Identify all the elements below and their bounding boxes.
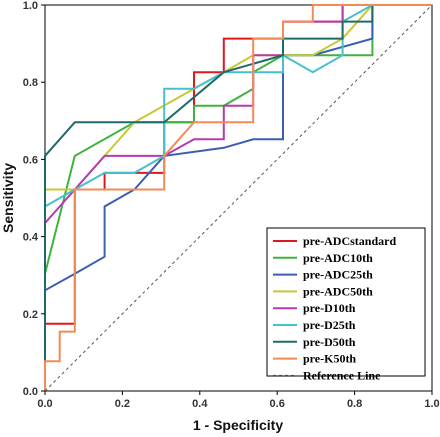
y-tick-label: 1.0 (23, 0, 38, 12)
reference-line (44, 4, 433, 392)
legend-label: pre-ADCstandard (303, 234, 396, 248)
legend-label: pre-D10th (303, 301, 356, 315)
x-tick-label: 0.6 (270, 398, 285, 410)
roc-line-pre-adc10th (44, 4, 432, 391)
roc-line-pre-d50th (44, 4, 432, 391)
reference-group (44, 4, 433, 392)
y-tick-label: 0.4 (23, 232, 39, 244)
x-tick-label: 0.8 (347, 398, 362, 410)
legend-label: pre-K50th (303, 352, 356, 366)
legend-label: pre-ADC50th (303, 284, 373, 298)
x-axis-title: 1 - Specificity (193, 417, 283, 433)
roc-line-pre-adc25th (44, 4, 432, 391)
series-group (44, 4, 432, 391)
x-tick-label: 0.4 (192, 398, 208, 410)
roc-line-pre-k50th (44, 4, 432, 391)
x-tick-label: 0.2 (115, 398, 130, 410)
legend: pre-ADCstandard pre-ADC10th pre-ADC25th pre… (266, 227, 426, 382)
legend-label: pre-D25th (303, 318, 356, 332)
y-axis-ticks: 0.0 0.2 0.4 0.6 0.8 1.0 (23, 0, 45, 398)
legend-label: pre-ADC25th (303, 268, 373, 282)
x-axis-ticks: 0.0 0.2 0.4 0.6 0.8 1.0 (37, 391, 440, 410)
legend-items: pre-ADCstandard pre-ADC10th pre-ADC25th pre… (273, 234, 396, 382)
x-tick-label: 0.0 (37, 398, 52, 410)
y-tick-label: 0.2 (23, 309, 38, 321)
y-tick-label: 0.8 (23, 77, 38, 89)
legend-label: Reference Line (303, 368, 381, 382)
y-tick-label: 0.6 (23, 154, 38, 166)
x-tick-label: 1.0 (424, 398, 439, 410)
legend-box (266, 227, 426, 377)
legend-label: pre-D50th (303, 335, 356, 349)
legend-label: pre-ADC10th (303, 251, 373, 265)
y-tick-label: 0.0 (23, 386, 38, 398)
y-axis-title: Sensitivity (0, 163, 16, 233)
